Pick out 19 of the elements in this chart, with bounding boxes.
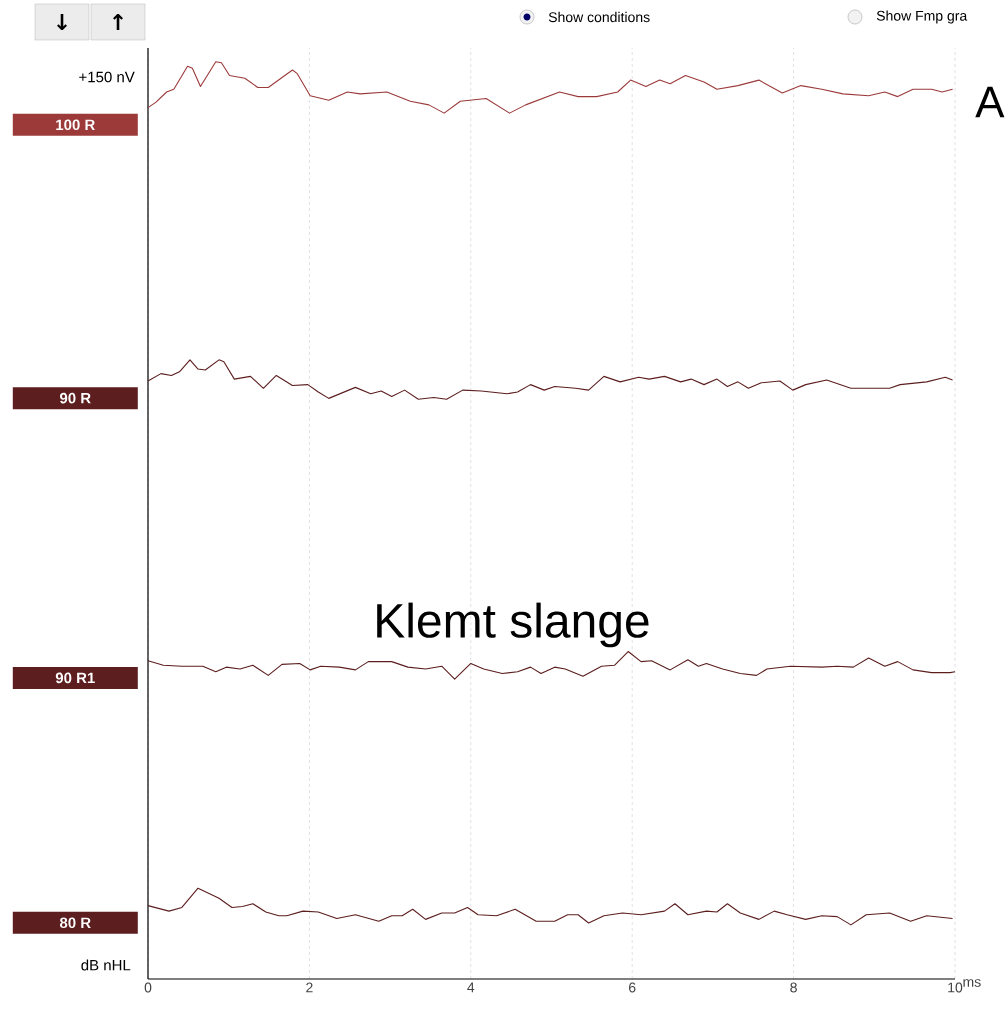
text: 90 R bbox=[59, 392, 91, 404]
text: Show conditions bbox=[548, 11, 650, 23]
x-axis-title: ms bbox=[963, 979, 981, 987]
x-tick-label: 4 bbox=[467, 982, 475, 993]
x-tick-label: 6 bbox=[629, 982, 636, 993]
text: A bbox=[975, 86, 1005, 118]
text: 90 R1 bbox=[55, 672, 95, 684]
x-tick-label: 0 bbox=[144, 982, 152, 993]
text: ↓ bbox=[57, 13, 67, 31]
annotation: Klemt slange bbox=[377, 602, 649, 648]
text: 80 R bbox=[59, 917, 91, 929]
x-tick-label: 10 bbox=[948, 982, 963, 993]
text: ↑ bbox=[113, 13, 123, 31]
text: dB nHL bbox=[81, 959, 131, 971]
text: Show Fmp gra bbox=[876, 10, 968, 24]
x-tick-label: 8 bbox=[790, 982, 797, 993]
text: 100 R bbox=[56, 119, 95, 131]
text: +150 nV bbox=[79, 71, 135, 83]
x-tick-label: 2 bbox=[306, 982, 313, 993]
